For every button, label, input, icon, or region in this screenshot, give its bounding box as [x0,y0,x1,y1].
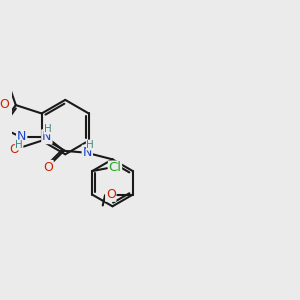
Text: O: O [43,161,53,174]
Text: O: O [9,142,19,156]
Text: O: O [0,98,9,111]
Text: N: N [82,146,92,159]
Text: N: N [17,130,26,143]
Text: Cl: Cl [109,161,122,174]
Text: O: O [106,188,116,201]
Text: H: H [44,124,52,134]
Text: H: H [15,140,23,150]
Text: N: N [42,130,52,143]
Text: H: H [86,140,94,150]
